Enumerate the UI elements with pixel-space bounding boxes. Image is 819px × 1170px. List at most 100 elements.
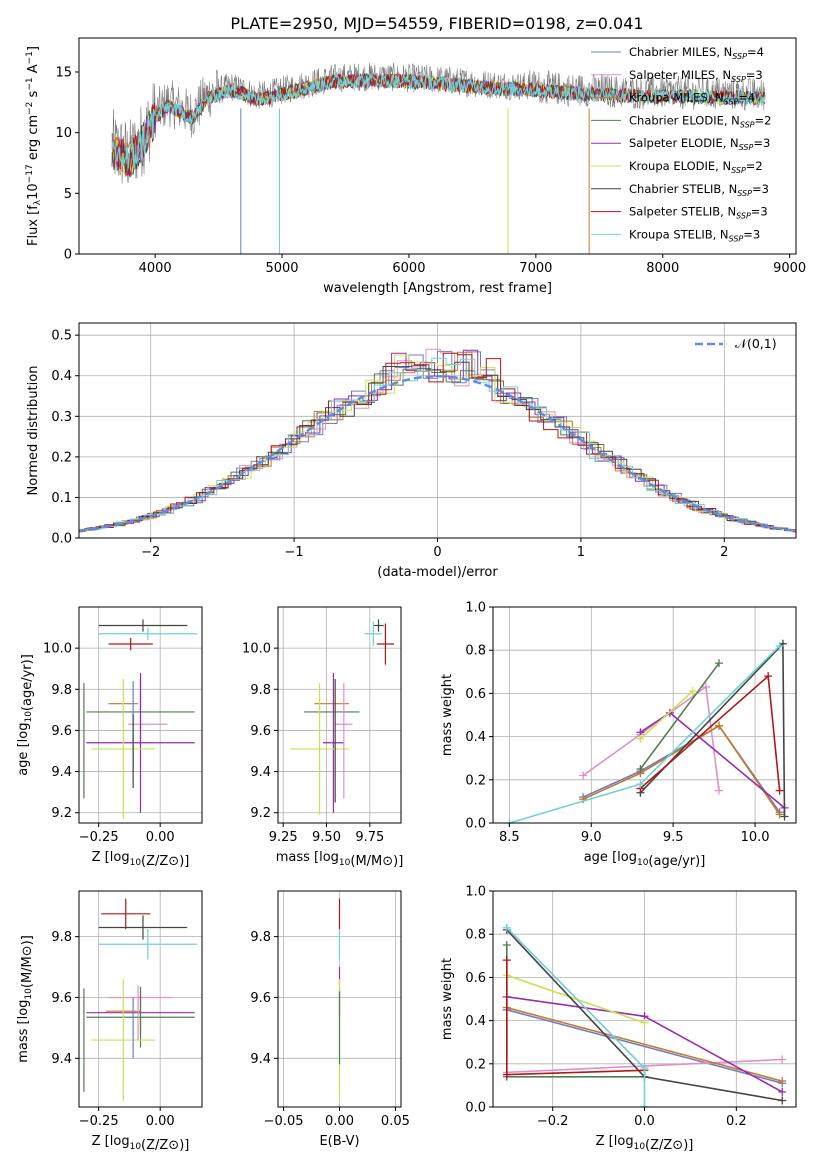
errorbar-point (98, 627, 198, 640)
x-tick-label: 0.0 (634, 1114, 655, 1129)
x-tick-label: 9.5 (663, 830, 684, 845)
y-tick-label: 9.8 (250, 683, 271, 698)
weight-point-marker (715, 786, 724, 795)
x-tick-label: −0.25 (79, 830, 119, 845)
errorbar-point (98, 929, 198, 960)
x-tick-label: 8.5 (499, 830, 520, 845)
weight-point-marker (778, 1087, 787, 1096)
weight-point-marker (636, 780, 645, 789)
weight-series-line (506, 945, 645, 1078)
y-tick-label: 9.8 (51, 930, 72, 945)
figure-title: PLATE=2950, MJD=54559, FIBERID=0198, z=0… (230, 14, 643, 33)
weight-point-marker (775, 810, 784, 819)
y-tick-label: 0.4 (465, 730, 486, 745)
x-tick-label: 0.05 (381, 1114, 410, 1129)
weight-point-marker (502, 923, 511, 932)
axes-frame (277, 606, 402, 824)
x-tick-label: 0.00 (146, 1114, 175, 1129)
x-tick-label: 1 (577, 545, 585, 560)
legend-entry: Chabrier ELODIE, NSSP=2 (629, 113, 771, 129)
y-tick-label: 0.2 (51, 450, 72, 465)
y-tick-label: 5 (64, 187, 72, 202)
y-tick-label: 0.6 (465, 687, 486, 702)
weight-series-line (582, 724, 781, 815)
weight-series-line (582, 685, 720, 791)
y-tick-label: 0.2 (465, 773, 486, 788)
x-tick-label: 8000 (646, 261, 679, 276)
x-tick-label: 6000 (392, 261, 425, 276)
residuals-panel: −2 −1 0 1 2 0.0 0.1 0.2 0.3 0.4 0.5 (data-model)/er… (26, 322, 797, 580)
axes-frame (492, 606, 797, 824)
x-axis-label: Z [log10(Z/Z⊙)] (92, 850, 190, 869)
weight-point-marker (780, 812, 789, 821)
x-tick-label: 9.25 (269, 830, 298, 845)
y-tick-label: 0.5 (51, 329, 72, 344)
x-tick-label: 0.00 (325, 1114, 354, 1129)
weight-point-marker (688, 687, 697, 696)
errorbar-point (373, 619, 384, 632)
y-tick-label: 9.8 (250, 930, 271, 945)
x-tick-label: −0.05 (264, 1114, 304, 1129)
y-tick-label: 9.2 (51, 806, 72, 821)
errorbar-point (323, 672, 344, 813)
y-axis-label: mass weight (440, 674, 455, 756)
x-tick-label: 5000 (265, 261, 298, 276)
weight-point-marker (775, 786, 784, 795)
x-axis-label: Z [log10(Z/Z⊙)] (92, 1134, 190, 1153)
y-tick-label: 0 (64, 248, 72, 263)
y-tick-label: 9.2 (250, 806, 271, 821)
y-tick-label: 15 (55, 65, 72, 80)
y-tick-label: 0.3 (51, 410, 72, 425)
weight-point-marker (778, 1077, 787, 1086)
gaussian-reference (79, 374, 796, 533)
x-tick-label: 9.0 (581, 830, 602, 845)
weight-point-marker (778, 1096, 787, 1105)
y-tick-label: 10.0 (242, 642, 271, 657)
errorbar-point (86, 986, 195, 1048)
weight-point-marker (701, 682, 710, 691)
y-tick-label: 9.4 (51, 765, 72, 780)
weight-point-marker (778, 1055, 787, 1064)
x-axis-label: E(B-V) (319, 1134, 359, 1149)
y-axis-label: Flux [fλ10−17 erg cm−2 s−1 A−1] (25, 46, 43, 246)
weight-point-marker (640, 1064, 649, 1073)
residual-histogram (79, 357, 796, 532)
mass-EBV-panel: −0.05 0.00 0.05 9.4 9.6 9.8 E(B-V) (250, 890, 410, 1149)
errorbar-point (376, 623, 395, 665)
y-tick-label: 0.0 (51, 532, 72, 547)
errorbar-point (91, 979, 156, 1101)
y-tick-label: 0.8 (465, 644, 486, 659)
y-axis-label: mass [log10(M/M⊙)] (16, 935, 35, 1063)
x-tick-label: 9000 (773, 261, 806, 276)
y-tick-label: 0.0 (465, 1101, 486, 1116)
legend-entry: Chabrier STELIB, NSSP=3 (629, 182, 769, 198)
legend-entry: 𝒩(0,1) (735, 336, 777, 351)
y-axis-label: age [log10(age/yr)] (16, 654, 35, 776)
y-tick-label: 9.4 (250, 765, 271, 780)
errorbar-point (290, 683, 350, 815)
y-tick-label: 0.4 (51, 369, 72, 384)
weight-point-marker (715, 659, 724, 668)
x-axis-label: mass [log10(M/M⊙)] (276, 850, 404, 869)
residual-histogram (79, 349, 796, 533)
x-tick-label: 0.00 (146, 830, 175, 845)
x-tick-label: 7000 (519, 261, 552, 276)
errorbar-point (91, 679, 156, 819)
x-axis-label: (data-model)/error (377, 565, 498, 580)
x-tick-label: −1 (285, 545, 304, 560)
y-tick-label: 0.8 (465, 928, 486, 943)
spectrum-panel: 4000 5000 6000 7000 8000 9000 0 5 10 15 wavelength… (25, 37, 806, 296)
residual-histogram (79, 368, 796, 532)
legend-entry: Kroupa STELIB, NSSP=3 (629, 227, 760, 243)
errorbar-point (364, 621, 382, 647)
y-tick-label: 10 (55, 126, 72, 141)
x-tick-label: −0.2 (537, 1114, 569, 1129)
age-Z-panel: −0.25 0.00 9.2 9.4 9.6 9.8 10.0 Z [log10(Z/Z⊙)]… (16, 606, 203, 869)
weight-series-line (506, 1009, 783, 1084)
weight-series-line (506, 927, 646, 1107)
mass-Z-panel: −0.25 0.00 9.4 9.6 9.8 Z [log10(Z/Z⊙)] mass [l… (16, 890, 203, 1153)
x-tick-label: 4000 (139, 261, 172, 276)
model-spectrum (111, 73, 766, 176)
x-tick-label: 0 (433, 545, 441, 560)
